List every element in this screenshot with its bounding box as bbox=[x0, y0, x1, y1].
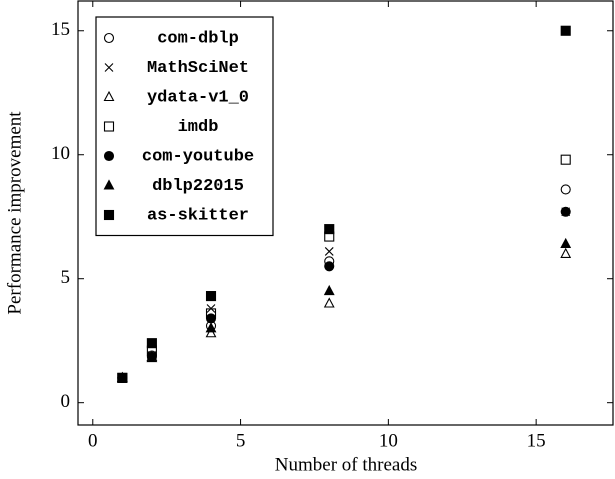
marker-circle bbox=[103, 150, 115, 162]
marker-triangle bbox=[323, 297, 335, 308]
marker-x bbox=[104, 63, 114, 72]
marker-square bbox=[103, 209, 115, 221]
legend-label: com-youtube bbox=[142, 147, 254, 166]
x-tick-label: 15 bbox=[527, 430, 546, 451]
y-axis-label: Performance improvement bbox=[4, 111, 25, 315]
marker-square bbox=[103, 121, 115, 132]
x-tick-label: 0 bbox=[88, 430, 98, 451]
marker-x bbox=[324, 247, 334, 256]
marker-square bbox=[560, 25, 571, 36]
legend-label: com-dblp bbox=[157, 29, 239, 48]
x-axis-label: Number of threads bbox=[275, 454, 417, 475]
marker-circle bbox=[324, 261, 335, 272]
legend-label: MathSciNet bbox=[147, 59, 249, 78]
marker-triangle bbox=[205, 327, 217, 338]
marker-square bbox=[146, 338, 157, 349]
marker-triangle bbox=[146, 350, 158, 361]
y-tick-label: 10 bbox=[51, 143, 70, 164]
y-tick-label: 15 bbox=[51, 19, 70, 40]
x-tick-label: 10 bbox=[379, 430, 398, 451]
marker-square bbox=[324, 224, 335, 235]
legend-box bbox=[95, 16, 274, 237]
legend-label: dblp22015 bbox=[152, 177, 244, 196]
marker-triangle bbox=[560, 237, 572, 249]
legend-label: as-skitter bbox=[147, 206, 249, 225]
y-tick-label: 5 bbox=[61, 267, 71, 288]
marker-square bbox=[205, 291, 217, 302]
marker-triangle bbox=[103, 179, 115, 190]
marker-circle bbox=[103, 32, 115, 44]
marker-circle bbox=[560, 206, 571, 217]
x-tick-label: 5 bbox=[236, 430, 246, 451]
plot-frame bbox=[77, 0, 614, 426]
legend-label: ydata-v1_0 bbox=[147, 88, 249, 107]
legend-label: imdb bbox=[178, 118, 219, 137]
marker-triangle bbox=[560, 247, 572, 258]
marker-square bbox=[117, 372, 128, 383]
marker-triangle bbox=[205, 322, 217, 333]
y-tick-label: 0 bbox=[61, 391, 71, 412]
marker-triangle bbox=[103, 90, 115, 102]
marker-circle bbox=[560, 184, 571, 195]
marker-triangle bbox=[323, 284, 335, 296]
marker-circle bbox=[205, 313, 217, 324]
marker-square bbox=[560, 154, 571, 165]
